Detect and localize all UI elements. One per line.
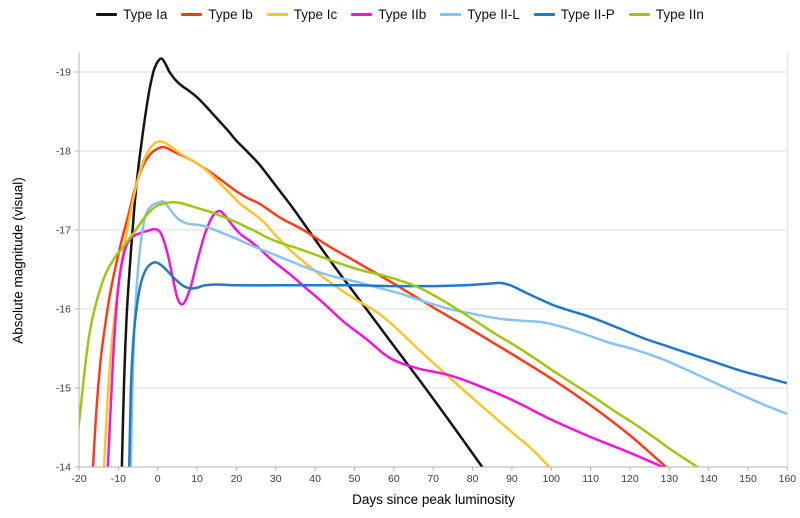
x-tick-label: 100 [543,473,561,485]
y-tick-label: -14 [56,462,71,474]
y-axis-title: Absolute magnitude (visual) [10,177,26,344]
x-tick-label: 10 [191,473,203,485]
x-axis-title: Days since peak luminosity [352,492,515,507]
series-line-type-ia [120,57,484,467]
legend-item-type-ic: Type Ic [266,7,338,22]
x-tick-label: 130 [661,473,679,485]
legend-item-type-iib: Type IIb [351,7,426,22]
x-tick-label: -10 [111,473,126,485]
series-line-type-ii-l [129,200,788,467]
x-tick-label: 150 [739,473,757,485]
chart-legend: Type Ia Type Ib Type Ic Type IIb Type II-L Ty… [0,7,800,22]
x-tick-label: 80 [467,473,479,485]
x-tick-label: -20 [71,473,86,485]
y-tick-label: -16 [56,304,71,316]
legend-swatch [181,13,203,16]
x-tick-label: 70 [427,473,439,485]
x-tick-label: 140 [700,473,718,485]
y-tick-label: -18 [56,146,71,158]
legend-item-type-ia: Type Ia [96,7,167,22]
legend-swatch [628,13,650,16]
series-line-type-ii-p [127,261,788,467]
legend-label: Type Ib [208,7,253,22]
legend-label: Type II-L [467,7,520,22]
x-tick-label: 160 [779,473,797,485]
x-tick-label: 110 [582,473,599,485]
legend-label: Type Ic [293,7,338,22]
y-tick-label: -15 [56,383,71,395]
legend-label: Type IIb [378,7,427,22]
y-tick-label: -19 [56,67,71,79]
legend-item-type-ii-p: Type II-P [533,7,615,22]
legend-label: Type IIn [655,7,704,22]
legend-item-type-iin: Type IIn [628,7,704,22]
legend-swatch [266,13,288,16]
legend-item-type-ib: Type Ib [181,7,253,22]
x-tick-label: 50 [349,473,361,485]
x-tick-label: 120 [621,473,639,485]
legend-swatch [440,13,462,16]
x-tick-label: 40 [309,473,321,485]
series-line-type-ic [102,140,551,467]
series-line-type-ib [91,145,668,467]
legend-item-type-ii-l: Type II-L [440,7,520,22]
series-line-type-iin [79,201,699,467]
x-tick-label: 0 [155,473,161,485]
legend-swatch [533,13,555,16]
x-tick-label: 30 [270,473,282,485]
legend-label: Type Ia [123,7,168,22]
legend-swatch [351,13,373,16]
legend-label: Type II-P [560,7,615,22]
y-tick-label: -17 [56,225,71,237]
x-tick-label: 60 [388,473,400,485]
x-tick-label: 90 [506,473,518,485]
x-tick-label: 20 [231,473,243,485]
legend-swatch [96,13,118,16]
series-line-type-iib [106,209,665,467]
